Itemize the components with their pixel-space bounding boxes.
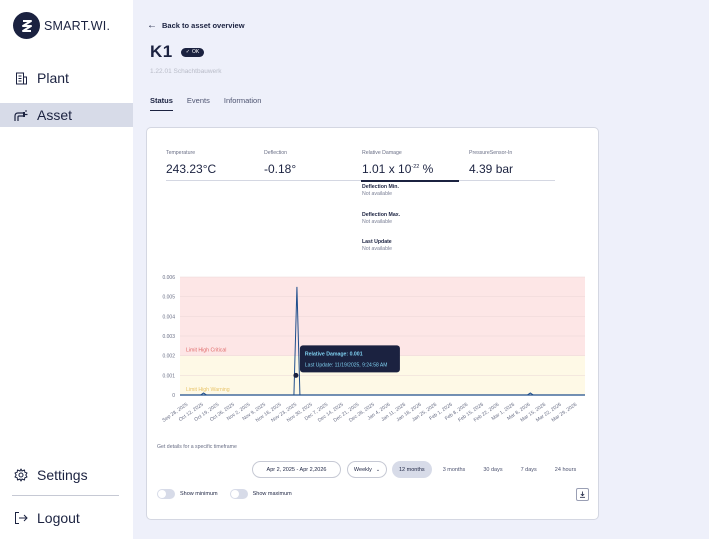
sidebar: SMART.WI. Plant Asset Settings Logout [0,0,133,539]
stat-deflection[interactable]: Deflection -0.18° [264,150,296,176]
tooltip-title: Relative Damage: 0.001 [305,351,363,357]
stat-selected-underline [361,180,459,182]
chart-hint: Get details for a specific timeframe [157,444,237,450]
stat-rule [166,180,362,181]
y-tick-label: 0.003 [162,334,175,340]
y-tick-label: 0.004 [162,314,175,320]
tooltip-subtitle: Last Update: 11/19/2025, 9:24:58 AM [305,362,387,368]
detail-value: Not available [362,219,392,225]
sidebar-item-label: Asset [37,107,73,123]
range-7-days[interactable]: 7 days [520,466,537,473]
tab-information[interactable]: Information [223,96,262,105]
show-maximum-toggle[interactable] [229,489,248,499]
detail-value: Not available [362,191,392,197]
title-row: K1 ✓ OK [150,42,205,62]
stat-label: PressureSensor-In [469,150,513,156]
logo-mark-icon [13,12,40,39]
detail-label: Deflection Min. [362,184,399,190]
range-30-days[interactable]: 30 days [483,466,503,473]
range-3-months[interactable]: 3 months [442,466,466,473]
stat-value: 243.23°C [166,162,217,176]
y-tick-label: 0.006 [162,275,175,281]
sidebar-item-label: Plant [37,70,69,86]
sidebar-item-logout[interactable]: Logout [0,506,133,530]
stat-unit: % [422,162,434,176]
range-12-months[interactable]: 12 months [392,461,432,478]
sidebar-item-plant[interactable]: Plant [0,66,133,90]
back-link[interactable]: ← Back to asset overview [147,20,245,31]
toggle-label: Show maximum [252,491,292,497]
stat-label: Relative Damage [362,150,402,156]
stat-mantissa: 1.01 x 10 [362,162,412,176]
toggle-label: Show minimum [180,491,218,497]
stat-temperature[interactable]: Temperature 243.23°C [166,150,216,176]
timeframe-controls: Apr 2, 2025 - Apr 2,2026 Weekly ⌄ 12 mon… [252,461,583,478]
brand-logo[interactable]: SMART.WI. [13,12,110,39]
stat-rule [459,180,555,181]
tooltip-point [293,372,299,378]
toggle-row: Show minimum Show maximum [157,489,304,499]
stat-relative-damage[interactable]: Relative Damage 1.01 x 10-22 % [362,150,433,176]
detail-label: Deflection Max. [362,212,401,218]
brand-name: SMART.WI. [44,18,111,33]
page-title: K1 [150,42,173,61]
download-icon [580,491,585,498]
logout-icon [14,511,28,525]
tooltip-box [299,345,400,373]
pipe-icon [14,108,28,122]
building-icon [14,71,28,85]
detail-last-update: Last Update Not available [362,239,392,252]
gear-icon [14,468,28,482]
show-minimum-toggle[interactable] [157,489,175,499]
y-tick-label: 0 [172,393,175,399]
stat-label: Deflection [264,150,288,156]
date-range-picker[interactable]: Apr 2, 2025 - Apr 2,2026 [252,461,341,478]
period-select[interactable]: Weekly ⌄ [347,461,387,478]
stat-pressure[interactable]: PressureSensor-In 4.39 bar [469,150,513,176]
period-select-value: Weekly [353,466,372,473]
y-tick-label: 0.001 [162,373,175,379]
chevron-down-icon: ⌄ [375,466,381,473]
damage-chart[interactable]: 0.006 0.005 0.004 0.003 0.002 0.001 0 Limit Hig… [147,268,600,433]
series-line [188,286,577,396]
sidebar-item-label: Settings [37,467,88,483]
tab-bar: Status Events Information [150,96,275,111]
status-card: Temperature 243.23°C Deflection -0.18° R… [146,127,599,520]
download-button[interactable] [576,488,589,501]
arrow-left-icon: ← [147,20,157,31]
y-tick-label: 0.005 [162,295,175,301]
check-icon: ✓ [185,49,190,55]
critical-zone-label: Limit High Critical [186,348,226,354]
stat-exponent: -22 [411,164,420,170]
sidebar-item-settings[interactable]: Settings [0,463,133,487]
stat-value: -0.18° [264,162,297,176]
sidebar-divider [12,495,119,496]
warning-zone-label: Limit High Warning [186,387,230,393]
range-24-hours[interactable]: 24 hours [554,466,577,473]
sidebar-item-label: Logout [37,510,80,526]
tab-events[interactable]: Events [186,96,210,105]
detail-deflection-min: Deflection Min. Not available [362,184,399,197]
stat-value: 4.39 bar [469,162,514,176]
detail-deflection-max: Deflection Max. Not available [362,212,400,225]
stat-value: 1.01 x 10-22 % [362,162,433,176]
tab-status[interactable]: Status [150,96,173,111]
main-content: ← Back to asset overview K1 ✓ OK 1.22.01… [133,0,709,539]
status-badge: ✓ OK [180,47,205,57]
y-tick-label: 0.002 [162,354,175,360]
detail-label: Last Update [362,239,392,245]
asset-subtitle: 1.22.01 Schachtbauwerk [150,68,222,75]
back-link-label: Back to asset overview [162,21,245,30]
stat-label: Temperature [166,150,196,156]
status-badge-label: OK [191,49,200,55]
detail-value: Not available [362,246,392,252]
sidebar-item-asset[interactable]: Asset [0,103,133,127]
